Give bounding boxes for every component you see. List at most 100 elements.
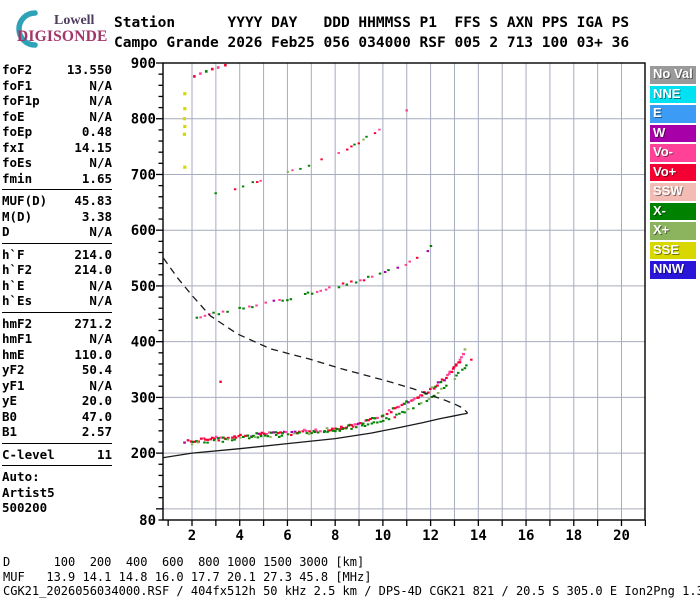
legend-item-nne: NNE	[650, 85, 696, 103]
doppler-direction-legend: No Val NNE E W Vo- Vo+ SSW X- X+ SSE NNW	[650, 66, 696, 281]
param-label: foEs	[2, 155, 33, 170]
param-value: N/A	[89, 77, 112, 93]
param-value: 214.0	[74, 246, 112, 262]
header-telemetry: Station YYYY DAY DDD HHMMSS P1 FFS S AXN…	[114, 14, 629, 53]
header-line1: Station YYYY DAY DDD HHMMSS P1 FFS S AXN…	[114, 15, 630, 31]
param-label: C-level	[2, 446, 55, 462]
param-row-hmf2: hmF2 271.2	[2, 316, 112, 332]
param-label: foF1p	[2, 93, 40, 108]
legend-item-e: E	[650, 105, 696, 123]
param-row-fof1: foF1 N/A	[2, 78, 112, 94]
param-row-foep: foEp 0.48	[2, 124, 112, 140]
trace-stray-echoes	[219, 109, 408, 383]
y-tick-label: 600	[131, 223, 156, 239]
param-label: h`E	[2, 277, 25, 293]
param-value: N/A	[89, 155, 112, 170]
param-row-b1: B1 2.57	[2, 424, 112, 440]
param-value: 47.0	[81, 408, 112, 424]
param-row-fmin: fmin 1.65	[2, 171, 112, 187]
param-value: N/A	[89, 331, 112, 346]
param-row-hmf1: hmF1 N/A	[2, 331, 112, 347]
param-value: N/A	[89, 224, 112, 239]
param-row-yf2: yF2 50.4	[2, 362, 112, 378]
param-label: Artist5	[2, 484, 55, 500]
param-label: B1	[2, 424, 18, 439]
param-value: 45.83	[74, 193, 112, 208]
y-tick-label: 300	[131, 390, 156, 406]
param-label: M(D)	[2, 208, 33, 224]
param-value: 271.2	[74, 315, 112, 331]
x-tick-label: 12	[422, 528, 439, 544]
parameter-panel: foF2 13.550 foF1 N/A foF1p N/A foE N/A foEp 0.48 f…	[2, 62, 112, 516]
param-value: 11	[96, 446, 112, 462]
param-value: N/A	[89, 108, 112, 124]
x-tick-label: 10	[374, 528, 391, 544]
param-value: 3.38	[81, 208, 112, 224]
x-tick-label: 4	[236, 528, 244, 544]
param-label: B0	[2, 408, 18, 424]
param-label: fmin	[2, 170, 33, 186]
trace-f-trace-x-mode-1-hop	[190, 358, 473, 446]
x-tick-label: 14	[470, 528, 487, 544]
param-label: hmF2	[2, 315, 33, 331]
logo-lowell-text: Lowell	[54, 13, 95, 28]
param-label: h`Es	[2, 293, 33, 308]
param-label: D	[2, 224, 10, 239]
footer-info: D 100 200 400 600 800 1000 1500 3000 [km…	[3, 555, 700, 599]
footer-muf-row: MUF 13.9 14.1 14.8 16.0 17.7 20.1 27.3 4…	[3, 569, 372, 584]
param-label: 500200	[2, 500, 48, 515]
param-value: 214.0	[74, 262, 112, 277]
x-tick-label: 16	[518, 528, 535, 544]
trace-true-height-profile	[163, 412, 468, 459]
param-label: yF2	[2, 362, 25, 377]
legend-item-vo-: Vo-	[650, 144, 696, 162]
param-label: foEp	[2, 124, 33, 139]
trace-f-trace-o-mode-1-hop	[183, 348, 467, 444]
y-tick-label: 80	[139, 513, 156, 529]
legend-item-x+: X+	[650, 222, 696, 240]
y-tick-label: 500	[131, 279, 156, 295]
param-value: N/A	[89, 293, 112, 308]
param-label: foF2	[2, 62, 33, 77]
param-row-500200: 500200	[2, 500, 112, 516]
param-label: Auto:	[2, 469, 40, 484]
param-label: foE	[2, 108, 25, 124]
x-tick-label: 2	[188, 528, 196, 544]
legend-item-w: W	[650, 124, 696, 142]
legend-item-nnw: NNW	[650, 261, 696, 279]
param-row-fof1p: foF1p N/A	[2, 93, 112, 109]
header-line2: Campo Grande 2026 Feb25 056 034000 RSF 0…	[114, 34, 630, 51]
y-tick-label: 800	[131, 112, 156, 128]
param-label: h`F	[2, 246, 25, 262]
param-label: MUF(D)	[2, 193, 48, 208]
trace-f-trace-4-hop-dots	[193, 63, 227, 78]
param-divider	[2, 189, 112, 190]
param-row-ye: yE 20.0	[2, 393, 112, 409]
param-row-hme: hmE 110.0	[2, 347, 112, 363]
param-value: 13.550	[66, 62, 112, 77]
y-tick-label: 400	[131, 335, 156, 351]
param-row-md: M(D) 3.38	[2, 209, 112, 225]
param-row-fxi: fxI 14.15	[2, 140, 112, 156]
param-value: 50.4	[81, 362, 112, 377]
param-row-hf2: h`F2 214.0	[2, 262, 112, 278]
param-label: hmF1	[2, 331, 33, 346]
param-value: 110.0	[74, 346, 112, 362]
param-row-fof2: foF2 13.550	[2, 62, 112, 78]
param-row-artist5: Artist5	[2, 485, 112, 501]
param-value: 20.0	[81, 393, 112, 408]
y-tick-label: 700	[131, 167, 156, 183]
param-value: 14.15	[74, 139, 112, 155]
legend-item-x-: X-	[650, 202, 696, 220]
param-row-d: D N/A	[2, 224, 112, 240]
param-row-foes: foEs N/A	[2, 155, 112, 171]
logo-arc-icon	[16, 10, 38, 48]
y-tick-label: 900	[131, 56, 156, 72]
param-row-yf1: yF1 N/A	[2, 378, 112, 394]
param-label: yF1	[2, 377, 25, 393]
param-row-b0: B0 47.0	[2, 409, 112, 425]
digisonde-logo: Lowell DIGISONDE	[4, 4, 116, 52]
x-tick-label: 8	[331, 528, 339, 544]
